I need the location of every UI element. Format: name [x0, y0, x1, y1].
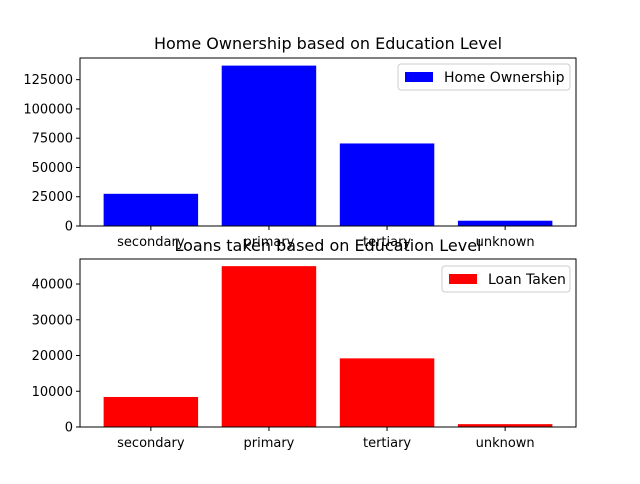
bar-tertiary [339, 358, 435, 427]
y-tick-label: 20000 [32, 349, 73, 364]
x-tick-label: tertiary [363, 436, 411, 451]
x-axis-ticks: secondary primary tertiary unknown [117, 427, 535, 451]
bar-group [103, 65, 553, 226]
legend: Home Ownership [397, 63, 571, 91]
x-tick-label: tertiary [363, 235, 411, 250]
bar-primary [221, 65, 317, 226]
subplot-loans-taken: 0 10000 20000 30000 40000 secondary primary te… [32, 258, 577, 451]
x-tick-label: primary [244, 235, 295, 250]
x-tick-label: secondary [117, 436, 185, 451]
y-axis-ticks: 0 25000 50000 75000 100000 125000 [23, 73, 80, 235]
y-tick-label: 100000 [23, 102, 73, 117]
legend-swatch [449, 274, 477, 284]
y-tick-label: 40000 [32, 278, 73, 293]
y-tick-label: 0 [65, 220, 73, 235]
y-tick-label: 25000 [32, 190, 73, 205]
y-tick-label: 0 [65, 421, 73, 436]
x-tick-label: secondary [117, 235, 185, 250]
bar-unknown [457, 424, 553, 427]
legend-box [397, 63, 571, 91]
y-tick-label: 50000 [32, 161, 73, 176]
bar-tertiary [339, 143, 435, 226]
legend-box [441, 265, 571, 293]
x-axis-ticks: secondary primary tertiary unknown [117, 226, 535, 250]
x-tick-label: unknown [476, 436, 535, 451]
y-tick-label: 75000 [32, 132, 73, 147]
legend: Loan Taken [441, 265, 571, 293]
bar-unknown [457, 220, 553, 226]
subplot-home-ownership: Home Ownership based on Education Level … [23, 34, 577, 235]
plot-frame [79, 258, 577, 428]
bar-primary [221, 266, 317, 427]
chart-title: Home Ownership based on Education Level [154, 34, 502, 53]
x-tick-label: primary [244, 436, 295, 451]
chart-title: Loans taken based on Education Level [174, 236, 481, 255]
plot-frame [79, 57, 577, 227]
legend-label: Home Ownership [444, 70, 565, 86]
legend-label: Loan Taken [488, 272, 566, 288]
y-tick-label: 125000 [23, 73, 73, 88]
x-tick-label: unknown [476, 235, 535, 250]
y-tick-label: 30000 [32, 313, 73, 328]
bar-secondary [103, 396, 199, 427]
legend-swatch [405, 72, 433, 82]
y-axis-ticks: 0 10000 20000 30000 40000 [32, 278, 80, 436]
bar-secondary [103, 193, 199, 226]
bar-group [103, 266, 553, 427]
y-tick-label: 10000 [32, 385, 73, 400]
